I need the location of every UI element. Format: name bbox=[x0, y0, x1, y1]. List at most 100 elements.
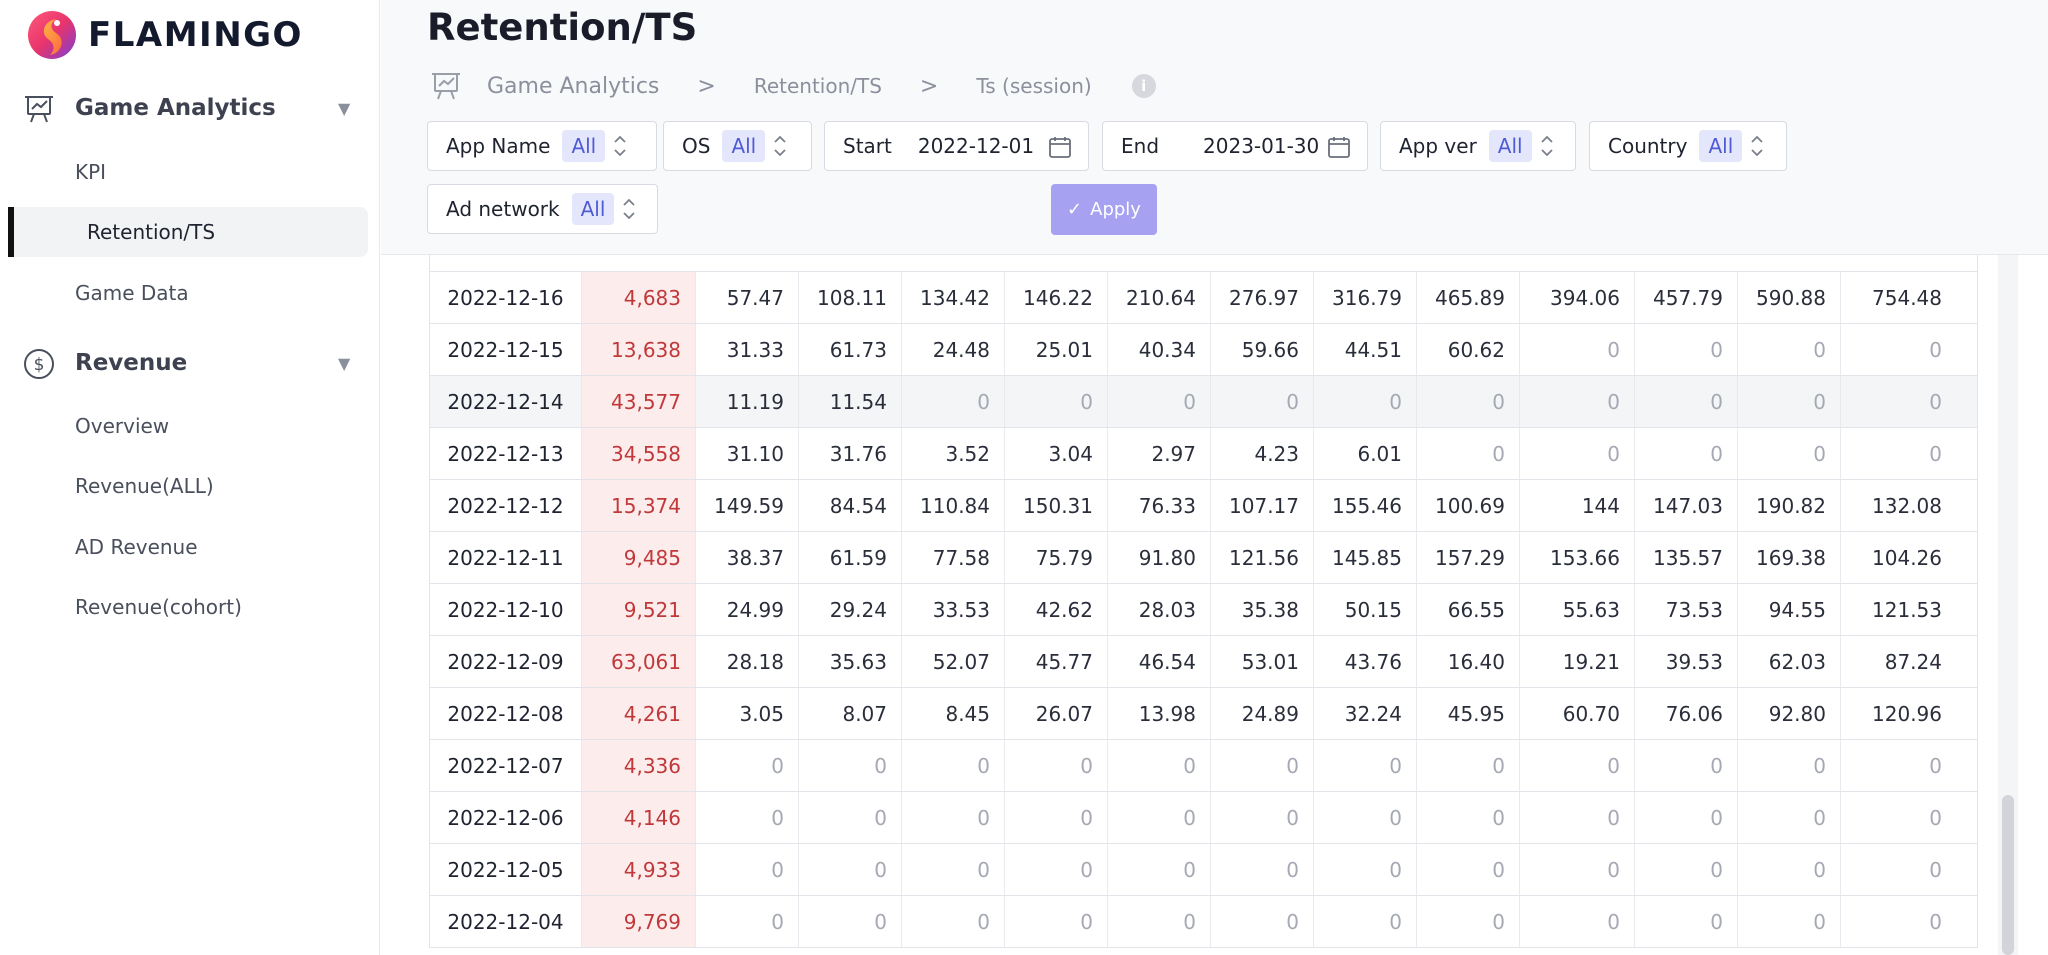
table-row[interactable]: 2022-12-13 34,558 31.10 31.76 3.52 3.04 2.97 4.… bbox=[430, 428, 1977, 480]
ts-value-cell: 150.31 bbox=[1005, 480, 1108, 531]
presentation-chart-icon bbox=[25, 96, 53, 123]
table-row[interactable]: 2022-12-10 9,521 24.99 29.24 33.53 42.62 28.03… bbox=[430, 584, 1977, 636]
ts-value-cell: 76.06 bbox=[1635, 688, 1738, 739]
table-row[interactable]: 2022-12-09 63,061 28.18 35.63 52.07 45.77 46.5… bbox=[430, 636, 1977, 688]
ts-value-cell: 0 bbox=[1417, 844, 1520, 895]
apply-button[interactable]: ✓ Apply bbox=[1051, 184, 1157, 235]
ts-value-cell: 0 bbox=[1108, 376, 1211, 427]
filter-app-ver[interactable]: App ver All bbox=[1380, 121, 1576, 171]
calendar-icon bbox=[1049, 137, 1071, 158]
sort-updown-icon bbox=[774, 135, 786, 157]
ts-value-cell: 0 bbox=[1108, 844, 1211, 895]
ts-value-cell: 61.59 bbox=[799, 532, 902, 583]
ts-value-cell: 0 bbox=[1520, 844, 1635, 895]
ts-value-cell: 33.53 bbox=[902, 584, 1005, 635]
brand-logo[interactable]: FLAMINGO bbox=[26, 9, 303, 61]
info-icon[interactable]: i bbox=[1131, 74, 1156, 98]
ts-value-cell: 60.62 bbox=[1417, 324, 1520, 375]
table-row[interactable]: 2022-12-04 9,769 0 0 0 0 0 0 0 0 0 0 0 0 bbox=[430, 896, 1977, 948]
ts-value-cell: 0 bbox=[902, 792, 1005, 843]
sidebar-item-revenue-all[interactable]: Revenue(ALL) bbox=[75, 474, 214, 498]
users-count-cell: 15,374 bbox=[582, 480, 696, 531]
ts-value-cell: 0 bbox=[1635, 896, 1738, 947]
table-row[interactable]: 2022-12-11 9,485 38.37 61.59 77.58 75.79 91.80… bbox=[430, 532, 1977, 584]
ts-value-cell: 0 bbox=[1929, 857, 1942, 882]
table-row[interactable]: 2022-12-12 15,374 149.59 84.54 110.84 150.31 7… bbox=[430, 480, 1977, 532]
ts-value-cell: 0 bbox=[1520, 428, 1635, 479]
ts-value-cell: 0 bbox=[1738, 844, 1841, 895]
sidebar-section-revenue[interactable]: $ Revenue ▼ bbox=[0, 337, 380, 389]
filter-value-badge: All bbox=[1699, 130, 1743, 162]
ts-value-cell: 91.80 bbox=[1108, 532, 1211, 583]
filter-os[interactable]: OS All bbox=[663, 121, 812, 171]
ts-value-cell: 0 bbox=[1520, 376, 1635, 427]
cohort-date-cell: 2022-12-13 bbox=[430, 428, 582, 479]
table-row[interactable]: 2022-12-08 4,261 3.05 8.07 8.45 26.07 13.98 24.… bbox=[430, 688, 1977, 740]
ts-value-cell: 0 bbox=[1417, 740, 1520, 791]
ts-value-cell: 149.59 bbox=[696, 480, 799, 531]
table-row[interactable]: 2022-12-16 4,683 57.47 108.11 134.42 146.22 21… bbox=[430, 272, 1977, 324]
ts-value-cell: 0 bbox=[1211, 792, 1314, 843]
sidebar-section-game-analytics[interactable]: Game Analytics ▼ bbox=[0, 82, 380, 134]
ts-value-cell: 0 bbox=[1005, 376, 1108, 427]
caret-down-icon: ▼ bbox=[338, 353, 351, 373]
filter-value-badge: All bbox=[562, 130, 606, 162]
filter-label: End bbox=[1121, 134, 1160, 158]
retention-table: 2022-12-16 4,683 57.47 108.11 134.42 146.22 21… bbox=[429, 255, 1978, 948]
ts-value-cell: 87.24 bbox=[1884, 649, 1942, 674]
ts-value-cell: 0 bbox=[1738, 324, 1841, 375]
ts-value-cell: 66.55 bbox=[1417, 584, 1520, 635]
ts-value-cell: 108.11 bbox=[799, 272, 902, 323]
ts-value-cell: 0 bbox=[1738, 376, 1841, 427]
sidebar-item-revenue-cohort[interactable]: Revenue(cohort) bbox=[75, 595, 242, 619]
ts-value-cell: 0 bbox=[902, 896, 1005, 947]
table-row[interactable]: 2022-12-06 4,146 0 0 0 0 0 0 0 0 0 0 0 0 bbox=[430, 792, 1977, 844]
sidebar: FLAMINGO Game Analytics ▼ KPI Retention/… bbox=[0, 0, 380, 955]
filter-ad-network[interactable]: Ad network All bbox=[427, 184, 658, 234]
table-row[interactable]: 2022-12-15 13,638 31.33 61.73 24.48 25.01 40.3… bbox=[430, 324, 1977, 376]
breadcrumb-item-retention-ts[interactable]: Retention/TS bbox=[753, 74, 882, 98]
ts-value-cell: 0 bbox=[799, 792, 902, 843]
ts-value-cell: 0 bbox=[1635, 792, 1738, 843]
ts-value-cell: 57.47 bbox=[696, 272, 799, 323]
ts-value-cell: 0 bbox=[799, 844, 902, 895]
ts-value-cell: 0 bbox=[902, 740, 1005, 791]
filter-start-date[interactable]: Start 2022-12-01 bbox=[824, 121, 1089, 171]
ts-value-cell: 0 bbox=[1520, 896, 1635, 947]
ts-value-cell: 52.07 bbox=[902, 636, 1005, 687]
scrollbar-track[interactable] bbox=[1998, 255, 2018, 955]
ts-value-cell: 3.04 bbox=[1005, 428, 1108, 479]
sidebar-item-kpi[interactable]: KPI bbox=[75, 160, 107, 184]
filter-end-date[interactable]: End 2023-01-30 bbox=[1102, 121, 1368, 171]
ts-value-cell: 100.69 bbox=[1417, 480, 1520, 531]
presentation-chart-icon bbox=[432, 73, 460, 100]
ts-value-cell: 24.48 bbox=[902, 324, 1005, 375]
sidebar-item-retention-ts[interactable]: Retention/TS bbox=[8, 207, 368, 257]
filter-app-name[interactable]: App Name All bbox=[427, 121, 657, 171]
users-count-cell: 4,261 bbox=[582, 688, 696, 739]
ts-value-cell: 73.53 bbox=[1635, 584, 1738, 635]
filter-country[interactable]: Country All bbox=[1589, 121, 1787, 171]
ts-value-cell: 29.24 bbox=[799, 584, 902, 635]
breadcrumb-item-ts-session: Ts (session) bbox=[976, 74, 1092, 98]
ts-value-cell: 276.97 bbox=[1211, 272, 1314, 323]
ts-value-cell: 145.85 bbox=[1314, 532, 1417, 583]
ts-value-cell: 31.10 bbox=[696, 428, 799, 479]
breadcrumb-item-game-analytics[interactable]: Game Analytics bbox=[487, 73, 660, 99]
table-row[interactable]: 2022-12-05 4,933 0 0 0 0 0 0 0 0 0 0 0 0 bbox=[430, 844, 1977, 896]
ts-value-cell: 6.01 bbox=[1314, 428, 1417, 479]
ts-value-cell: 316.79 bbox=[1314, 272, 1417, 323]
ts-value-cell: 25.01 bbox=[1005, 324, 1108, 375]
scrollbar-thumb[interactable] bbox=[2002, 795, 2014, 955]
ts-value-cell: 50.15 bbox=[1314, 584, 1417, 635]
ts-value-cell: 59.66 bbox=[1211, 324, 1314, 375]
ts-value-cell: 0 bbox=[1108, 792, 1211, 843]
sidebar-item-ad-revenue[interactable]: AD Revenue bbox=[75, 535, 198, 559]
ts-value-cell: 0 bbox=[1314, 844, 1417, 895]
ts-value-cell: 44.51 bbox=[1314, 324, 1417, 375]
table-row[interactable]: 2022-12-14 43,577 11.19 11.54 0 0 0 0 0 0 0 0 0 0 bbox=[430, 376, 1977, 428]
sidebar-item-overview[interactable]: Overview bbox=[75, 414, 170, 438]
sidebar-item-game-data[interactable]: Game Data bbox=[75, 281, 189, 305]
table-row[interactable]: 2022-12-07 4,336 0 0 0 0 0 0 0 0 0 0 0 0 bbox=[430, 740, 1977, 792]
ts-value-cell: 2.97 bbox=[1108, 428, 1211, 479]
